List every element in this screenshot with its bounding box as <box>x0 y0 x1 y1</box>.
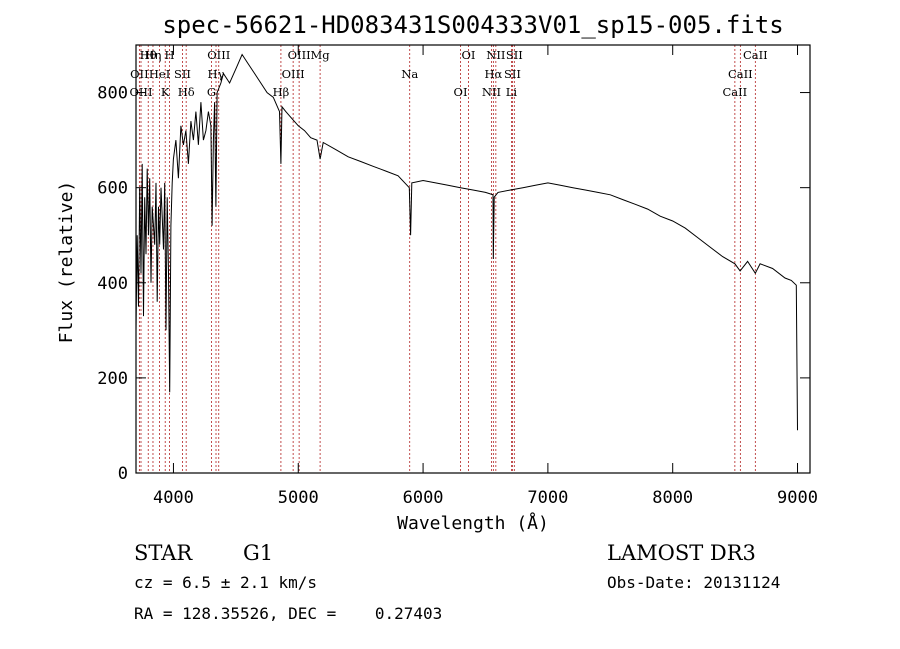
x-tick-label: 4000 <box>153 488 194 508</box>
y-tick-label: 400 <box>97 274 128 294</box>
y-tick-label: 600 <box>97 179 128 199</box>
spectral-line-labels: Hθ OII OIII Hη HeI K H SII Hδ OIII Hγ G OIII OIII Hβ Mg… <box>129 48 767 99</box>
survey-name: LAMOST DR3 <box>607 541 756 565</box>
x-tick-label: 7000 <box>527 488 568 508</box>
spectral-line-label: NII <box>486 48 505 62</box>
spectral-line-label: G <box>207 85 216 99</box>
spectral-line-label: Hα <box>484 67 502 81</box>
object-subclass: G1 <box>243 541 273 565</box>
spectral-line-label: CaII <box>743 48 768 62</box>
spectral-line-label: Li <box>506 85 518 99</box>
x-tick-label: 8000 <box>652 488 693 508</box>
y-tick-label: 800 <box>97 84 128 104</box>
spectral-line-label: SII <box>506 48 523 62</box>
coordinates-text: RA = 128.35526, DEC = 0.27403 <box>134 604 442 623</box>
object-class: STAR <box>134 541 193 565</box>
spectral-line-label: Na <box>401 67 418 81</box>
obs-date-text: Obs-Date: 20131124 <box>607 573 780 592</box>
spectral-line-label: SII <box>174 67 191 81</box>
x-axis-label: Wavelength (Å) <box>397 512 549 534</box>
spectral-line-label: Hβ <box>273 85 290 99</box>
spectral-line-label: NII <box>482 85 501 99</box>
x-tick-label: 9000 <box>777 488 818 508</box>
spectral-line-label: Hδ <box>178 85 195 99</box>
chart-title: spec-56621-HD083431S004333V01_sp15-005.f… <box>162 11 783 39</box>
plot-frame <box>135 44 811 474</box>
x-tick-label: 5000 <box>278 488 319 508</box>
spectral-line-label: OIII <box>282 67 305 81</box>
spectral-line-label: OIII <box>207 48 230 62</box>
y-axis-label: Flux (relative) <box>56 181 77 344</box>
spectral-line-label: CaII <box>728 67 753 81</box>
y-tick-label: 200 <box>97 369 128 389</box>
spectral-line-label: SII <box>504 67 521 81</box>
spectral-line-label: Hγ <box>208 67 225 81</box>
spectral-line-label: H <box>165 48 175 62</box>
x-tick-label: 6000 <box>403 488 444 508</box>
redshift-text: cz = 6.5 ± 2.1 km/s <box>134 573 317 592</box>
y-axis-ticks: 0 200 400 600 800 <box>97 84 810 484</box>
spectral-line-label: OI <box>454 85 468 99</box>
spectral-line-label: Hη <box>145 48 162 62</box>
spectral-line-label: HeI <box>149 67 170 81</box>
spectral-line-label: OI <box>462 48 476 62</box>
x-axis-ticks: 4000 5000 6000 7000 8000 9000 <box>153 45 818 508</box>
flux-series-line <box>135 53 798 431</box>
spectral-line-label: CaII <box>722 85 747 99</box>
spectral-line-markers <box>138 45 756 473</box>
spectral-line-label: OIII <box>288 48 311 62</box>
spectral-line-label: OII <box>130 67 149 81</box>
spectral-line-label: OIII <box>129 85 152 99</box>
spectral-line-label: Hθ <box>140 48 157 62</box>
y-tick-label: 0 <box>118 464 128 484</box>
spectral-line-label: Mg <box>311 48 331 62</box>
spectral-line-label: K <box>161 85 170 99</box>
